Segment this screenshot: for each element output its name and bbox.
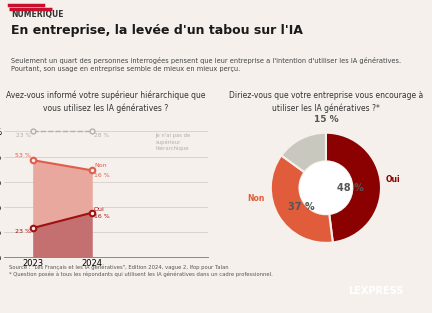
Text: 28 %: 28 % — [94, 133, 109, 138]
Wedge shape — [271, 156, 333, 243]
Text: Oui: Oui — [385, 175, 400, 184]
Text: Seulement un quart des personnes interrogées pensent que leur entreprise a l'int: Seulement un quart des personnes interro… — [11, 57, 401, 72]
Title: Diriez-vous que votre entreprise vous encourage à
utiliser les IA génératives ?*: Diriez-vous que votre entreprise vous en… — [229, 91, 423, 113]
Text: En entreprise, la levée d'un tabou sur l'IA: En entreprise, la levée d'un tabou sur l… — [11, 24, 303, 37]
Text: 23 %: 23 % — [16, 133, 31, 138]
Text: 16 %: 16 % — [94, 173, 110, 178]
Text: 23 %: 23 % — [15, 229, 31, 234]
Text: Non: Non — [247, 194, 264, 203]
Text: Oui: Oui — [94, 207, 105, 212]
Text: Source : "Les Français et les IA génératives", Edition 2024, vague 2, Ifop pour : Source : "Les Français et les IA générat… — [9, 264, 273, 277]
Text: Je n'ai pas de
supérieur
hiérarchique: Je n'ai pas de supérieur hiérarchique — [156, 133, 191, 151]
Text: NUMÉRIQUE: NUMÉRIQUE — [11, 9, 64, 19]
Text: 37 %: 37 % — [288, 202, 314, 212]
Text: LEXPRESS: LEXPRESS — [348, 286, 403, 296]
Text: Non: Non — [94, 163, 107, 168]
Title: Avez-vous informé votre supérieur hiérarchique que
vous utilisez les IA générati: Avez-vous informé votre supérieur hiérar… — [6, 90, 206, 113]
Text: 48 %: 48 % — [337, 183, 364, 193]
Wedge shape — [326, 133, 381, 243]
Text: 16 %: 16 % — [94, 214, 110, 219]
Wedge shape — [281, 133, 326, 172]
Circle shape — [299, 162, 353, 214]
Text: 15 %: 15 % — [314, 115, 338, 125]
Text: 53 %: 53 % — [15, 153, 31, 158]
